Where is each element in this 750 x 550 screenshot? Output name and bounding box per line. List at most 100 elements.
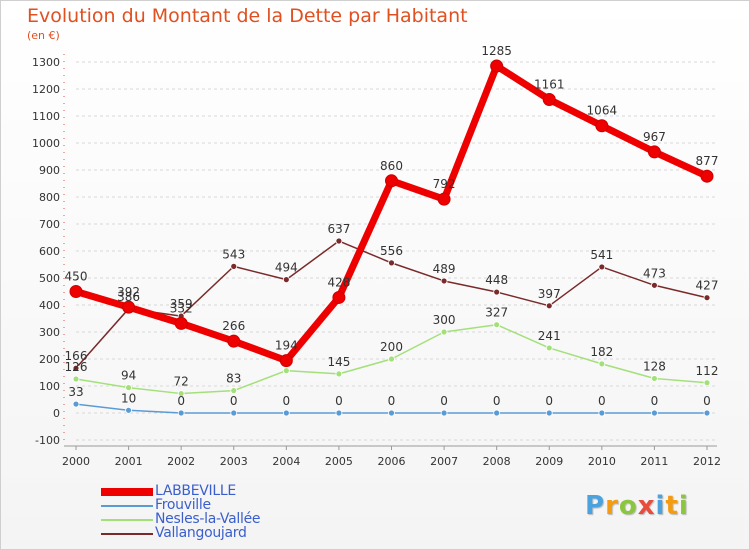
data-label: 386 (117, 290, 140, 304)
data-point (177, 409, 185, 417)
y-tick-label: -100 (35, 434, 60, 447)
x-tick-label: 2004 (272, 455, 300, 468)
data-point (490, 59, 504, 73)
data-point (230, 262, 238, 270)
legend-swatch (101, 519, 153, 521)
data-point (177, 390, 185, 397)
data-label: 967 (643, 130, 666, 144)
axes (63, 54, 717, 450)
data-label: 397 (538, 287, 561, 301)
data-point (230, 409, 238, 417)
data-point (335, 237, 343, 245)
data-label: 359 (170, 297, 193, 311)
data-label: 128 (643, 359, 666, 373)
legend-swatch (101, 505, 153, 507)
x-tick-label: 2006 (378, 455, 406, 468)
data-point (651, 281, 658, 289)
data-label: 145 (327, 355, 350, 369)
data-point (227, 334, 241, 348)
data-label: 0 (177, 394, 185, 408)
data-label: 428 (327, 275, 350, 289)
x-tick-label: 2011 (640, 455, 668, 468)
data-label: 332 (170, 301, 193, 315)
y-tick-label: 800 (39, 191, 60, 204)
data-point (700, 169, 714, 183)
y-tick-label: 300 (39, 326, 60, 339)
y-tick-label: 500 (39, 272, 60, 285)
data-label: 860 (380, 159, 403, 173)
legend-label: Vallangoujard (155, 525, 247, 541)
x-tick-label: 2000 (62, 455, 90, 468)
data-label: 473 (643, 266, 666, 280)
data-point (545, 409, 553, 417)
data-label: 0 (335, 394, 343, 408)
legend-swatch (101, 488, 153, 496)
data-label: 0 (545, 394, 553, 408)
data-label: 0 (598, 394, 606, 408)
data-point (388, 355, 395, 363)
data-labels: 450 392 332 266 194 428 860 792 1285 1161 1064 967 8… (65, 44, 719, 408)
data-label: 1161 (534, 78, 565, 92)
data-point (437, 192, 451, 206)
data-point (545, 344, 553, 352)
data-point (385, 174, 398, 188)
x-tick-label: 2003 (220, 455, 248, 468)
data-label: 0 (493, 394, 501, 408)
x-tick-label: 2002 (167, 455, 195, 468)
legend-label: Nesles-la-Vallée (155, 511, 261, 527)
data-point (440, 277, 448, 285)
data-point (598, 360, 606, 368)
data-point (440, 409, 448, 417)
data-label: 792 (433, 177, 456, 191)
data-point (703, 409, 711, 417)
data-point (72, 400, 80, 408)
data-label: 266 (222, 319, 245, 333)
series-lines (69, 59, 714, 417)
data-label: 489 (433, 262, 456, 276)
data-label: 33 (68, 385, 83, 399)
data-label: 112 (696, 364, 719, 378)
y-tick-label: 1300 (32, 56, 60, 69)
data-label: 327 (485, 306, 508, 320)
data-label: 94 (121, 369, 136, 383)
data-label: 72 (174, 375, 189, 389)
data-label: 166 (65, 349, 88, 363)
data-point (72, 375, 80, 383)
data-point (282, 367, 290, 375)
legend-label: Frouville (155, 497, 211, 513)
y-tick-label: 100 (39, 380, 60, 393)
legend-label: LABBEVILLE (155, 483, 236, 499)
data-point (493, 288, 501, 296)
logo-letter: i (678, 491, 689, 521)
data-point (598, 409, 606, 417)
data-point (122, 300, 136, 314)
x-tick-label: 2005 (325, 455, 353, 468)
chart-unit: (en €) (27, 29, 60, 42)
y-tick-label: 700 (39, 218, 60, 231)
x-tick-label: 2008 (483, 455, 511, 468)
data-label: 0 (703, 394, 711, 408)
data-point (335, 409, 343, 417)
data-label: 194 (275, 339, 298, 353)
y-tick-label: 0 (53, 407, 60, 420)
data-label: 10 (121, 391, 136, 405)
y-tick-labels: -100 0 100 200 300 400 500 600 700 800 900 1000 1100… (32, 56, 60, 447)
data-point (174, 316, 188, 330)
data-label: 200 (380, 340, 403, 354)
y-tick-label: 600 (39, 245, 60, 258)
logo-letter: o (618, 491, 638, 521)
data-point (440, 328, 448, 336)
data-point (332, 290, 346, 304)
data-label: 637 (327, 222, 350, 236)
data-point (647, 145, 661, 159)
data-label: 556 (380, 244, 403, 258)
x-tick-label: 2001 (115, 455, 143, 468)
data-point (493, 321, 501, 329)
data-point (335, 370, 343, 378)
logo-letter: r (605, 491, 619, 521)
logo-letter: P (585, 491, 606, 521)
data-label: 0 (283, 394, 291, 408)
data-point (125, 384, 132, 392)
